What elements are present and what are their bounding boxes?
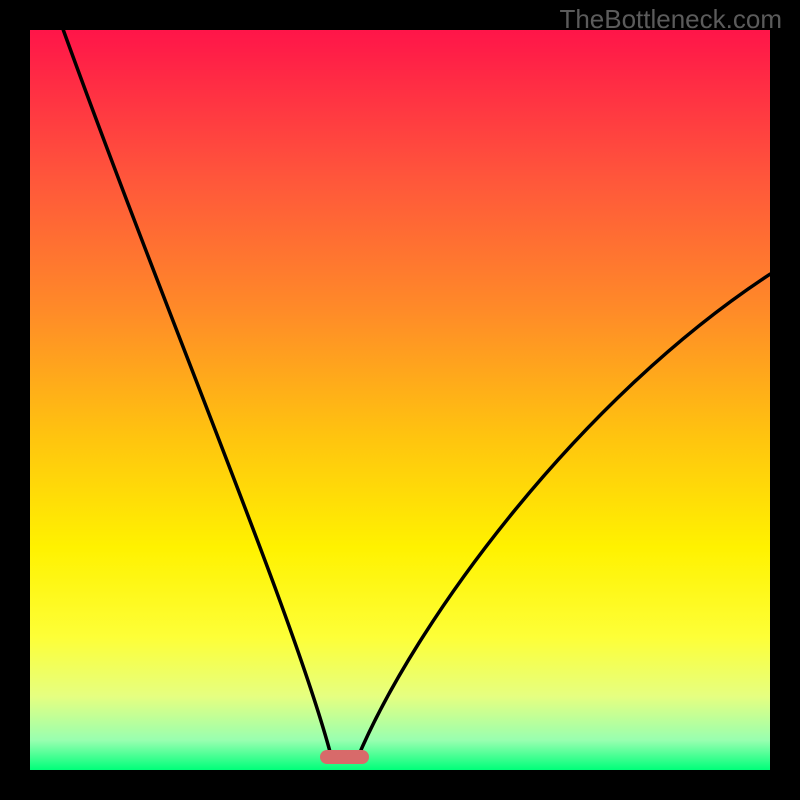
- curve-right: [357, 274, 770, 759]
- chart-frame: TheBottleneck.com: [0, 0, 800, 800]
- plot-area: [30, 30, 770, 770]
- bottleneck-curves: [30, 30, 770, 770]
- optimal-marker: [320, 750, 368, 764]
- curve-left: [63, 30, 332, 759]
